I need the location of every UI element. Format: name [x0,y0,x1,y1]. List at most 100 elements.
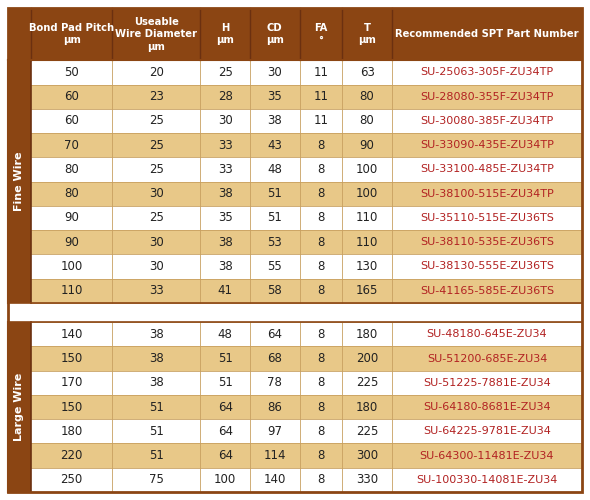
Bar [31,60,582,84]
Text: 48: 48 [218,328,232,341]
Text: H
μm: H μm [217,23,234,46]
Text: Useable
Wire Diameter
μm: Useable Wire Diameter μm [115,16,197,51]
Text: 8: 8 [317,352,324,365]
Text: 225: 225 [356,425,378,438]
Text: SU-51225-7881E-ZU34: SU-51225-7881E-ZU34 [423,378,551,388]
Text: 25: 25 [149,212,164,224]
Text: 80: 80 [64,163,79,176]
Text: 130: 130 [356,260,378,273]
Text: 41: 41 [218,284,232,297]
Text: 51: 51 [218,352,232,365]
Text: 30: 30 [149,187,163,200]
Text: 165: 165 [356,284,378,297]
Bar [31,278,582,303]
Text: 11: 11 [313,90,329,103]
Text: 8: 8 [317,212,324,224]
Bar [31,322,582,346]
Bar [31,158,582,182]
Bar [8,8,582,60]
Text: 90: 90 [360,138,375,151]
Text: 180: 180 [356,400,378,413]
Text: 110: 110 [356,212,378,224]
Text: 8: 8 [317,474,324,486]
Text: 38: 38 [149,352,163,365]
Text: 100: 100 [356,163,378,176]
Text: 8: 8 [317,236,324,248]
Text: 51: 51 [149,400,164,413]
Bar [31,109,582,133]
Text: 30: 30 [218,114,232,128]
Text: 28: 28 [218,90,232,103]
Text: 33: 33 [218,138,232,151]
Text: SU-48180-645E-ZU34: SU-48180-645E-ZU34 [427,330,548,340]
Text: 70: 70 [64,138,79,151]
Text: 35: 35 [267,90,282,103]
Text: 30: 30 [267,66,282,79]
Bar [31,395,582,419]
Text: 64: 64 [218,425,232,438]
Text: SU-25063-305F-ZU34TP: SU-25063-305F-ZU34TP [421,68,553,78]
Text: 250: 250 [60,474,83,486]
Text: 8: 8 [317,376,324,390]
Text: 8: 8 [317,187,324,200]
Text: 51: 51 [149,425,164,438]
Text: 51: 51 [149,449,164,462]
Text: 8: 8 [317,163,324,176]
Text: 48: 48 [267,163,282,176]
Text: 63: 63 [360,66,375,79]
Text: 53: 53 [267,236,282,248]
Bar [8,8,31,60]
Text: 8: 8 [317,449,324,462]
Text: 30: 30 [149,260,163,273]
Text: SU-64180-8681E-ZU34: SU-64180-8681E-ZU34 [423,402,550,412]
Text: 8: 8 [317,400,324,413]
Text: 86: 86 [267,400,282,413]
Text: 30: 30 [149,236,163,248]
Text: 100: 100 [356,187,378,200]
Text: 97: 97 [267,425,282,438]
Bar [31,370,582,395]
Text: 64: 64 [218,400,232,413]
Text: 33: 33 [218,163,232,176]
Text: SU-64300-11481E-ZU34: SU-64300-11481E-ZU34 [419,450,554,460]
Text: 8: 8 [317,138,324,151]
Text: 150: 150 [60,400,83,413]
Text: SU-30080-385F-ZU34TP: SU-30080-385F-ZU34TP [420,116,553,126]
Text: 58: 58 [267,284,282,297]
Text: 170: 170 [60,376,83,390]
Text: 8: 8 [317,260,324,273]
Text: SU-38130-555E-ZU36TS: SU-38130-555E-ZU36TS [420,262,554,272]
Text: 43: 43 [267,138,282,151]
Text: SU-38100-515E-ZU34TP: SU-38100-515E-ZU34TP [420,188,554,198]
Bar [31,182,582,206]
Text: 64: 64 [267,328,282,341]
Text: 110: 110 [60,284,83,297]
Text: 300: 300 [356,449,378,462]
Text: SU-28080-355F-ZU34TP: SU-28080-355F-ZU34TP [420,92,553,102]
Text: SU-33090-435E-ZU34TP: SU-33090-435E-ZU34TP [420,140,554,150]
Text: 8: 8 [317,425,324,438]
Text: 75: 75 [149,474,164,486]
Bar [31,230,582,254]
Text: CD
μm: CD μm [266,23,284,46]
Text: 110: 110 [356,236,378,248]
Text: 100: 100 [60,260,83,273]
Bar [31,346,582,370]
Text: 200: 200 [356,352,378,365]
Text: 8: 8 [317,284,324,297]
Bar [31,84,582,109]
Text: SU-35110-515E-ZU36TS: SU-35110-515E-ZU36TS [420,213,554,223]
Bar [31,468,582,492]
Text: 55: 55 [267,260,282,273]
Text: SU-41165-585E-ZU36TS: SU-41165-585E-ZU36TS [420,286,554,296]
Text: SU-100330-14081E-ZU34: SU-100330-14081E-ZU34 [417,475,558,485]
Text: 38: 38 [218,236,232,248]
Text: 80: 80 [360,114,375,128]
Text: 33: 33 [149,284,163,297]
Text: 90: 90 [64,212,79,224]
Text: 38: 38 [149,328,163,341]
Text: 25: 25 [149,138,164,151]
Text: 11: 11 [313,66,329,79]
Text: 38: 38 [149,376,163,390]
Text: 140: 140 [264,474,286,486]
